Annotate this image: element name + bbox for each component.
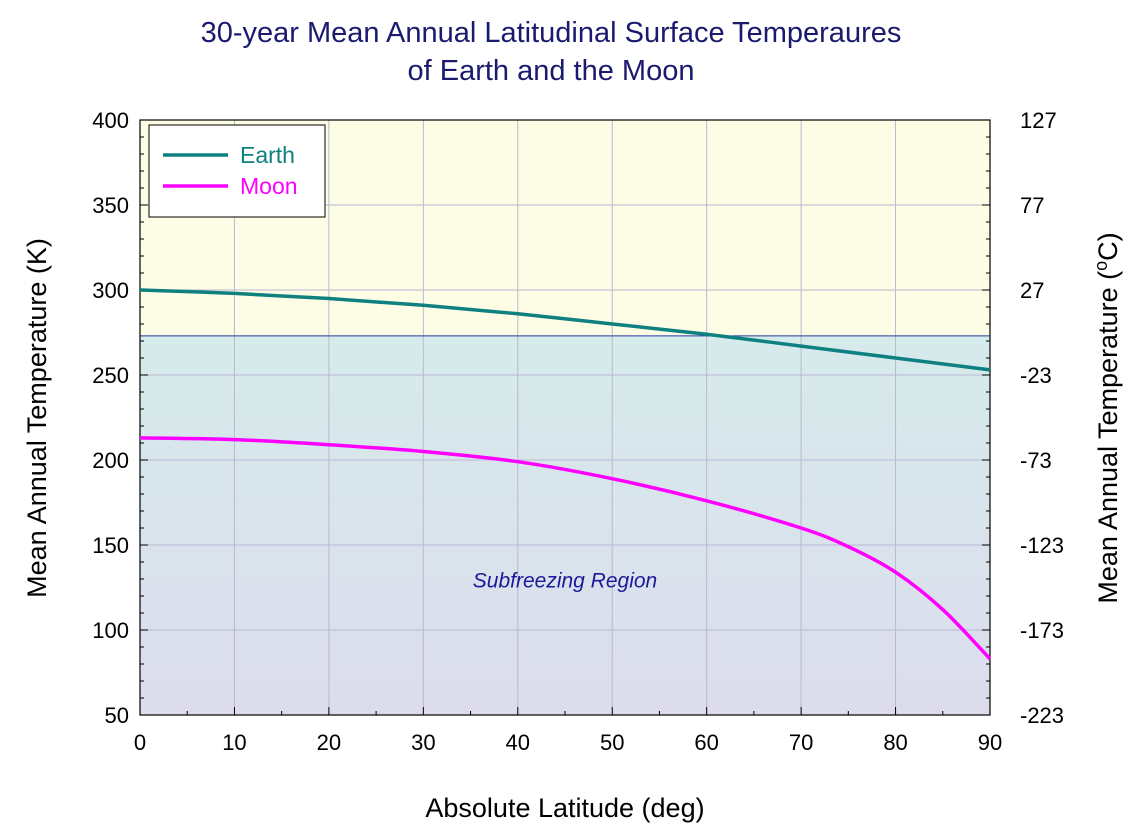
y-tick-label: 350 <box>92 193 129 218</box>
y2-axis-label-unit: C) <box>1093 232 1123 261</box>
series-earth-line <box>139 288 991 372</box>
x-tick-label: 60 <box>694 730 718 755</box>
legend-moon-label: Moon <box>240 173 298 199</box>
y-tick-label: 300 <box>92 278 129 303</box>
y2-tick-label: -23 <box>1020 363 1052 388</box>
x-tick-label: 20 <box>317 730 341 755</box>
x-tick-label: 80 <box>883 730 907 755</box>
y2-tick-label: -223 <box>1020 703 1064 728</box>
y2-tick-label: 77 <box>1020 193 1044 218</box>
axis-ticks <box>139 119 991 716</box>
y-tick-label: 250 <box>92 363 129 388</box>
x-tick-label: 30 <box>411 730 435 755</box>
x-tick-label: 90 <box>978 730 1002 755</box>
y2-axis-label-main: Mean Annual Temperature ( <box>1093 271 1123 604</box>
series-moon-line <box>139 436 992 661</box>
chart-title-line2: of Earth and the Moon <box>408 55 695 87</box>
x-axis-label: Absolute Latitude (deg) <box>425 793 704 823</box>
x-tick-label: 50 <box>600 730 624 755</box>
x-tick-label: 70 <box>789 730 813 755</box>
y2-tick-label: -173 <box>1020 618 1064 643</box>
y-tick-label: 400 <box>92 108 129 133</box>
subfreezing-region <box>140 335 990 715</box>
legend-earth-label: Earth <box>240 142 295 168</box>
y-axis-label: Mean Annual Temperature (K) <box>22 238 52 598</box>
y2-axis-label-sup: o <box>1091 261 1111 271</box>
chart-title-line1: 30-year Mean Annual Latitudinal Surface … <box>201 17 902 49</box>
y-tick-label: 200 <box>92 448 129 473</box>
y-tick-label: 50 <box>105 703 129 728</box>
y-tick-label: 150 <box>92 533 129 558</box>
x-tick-label: 0 <box>134 730 146 755</box>
y2-tick-label: 27 <box>1020 278 1044 303</box>
y-tick-label: 100 <box>92 618 129 643</box>
y2-tick-label: -73 <box>1020 448 1052 473</box>
legend-box <box>148 124 326 218</box>
legend: Earth Moon <box>148 124 326 218</box>
x-tick-label: 40 <box>506 730 530 755</box>
y2-axis-label: Mean Annual Temperature (oC) <box>1091 232 1123 603</box>
x-tick-label: 10 <box>222 730 246 755</box>
y2-tick-label: -123 <box>1020 533 1064 558</box>
subfreezing-annotation: Subfreezing Region <box>473 570 657 593</box>
y2-tick-label: 127 <box>1020 108 1057 133</box>
